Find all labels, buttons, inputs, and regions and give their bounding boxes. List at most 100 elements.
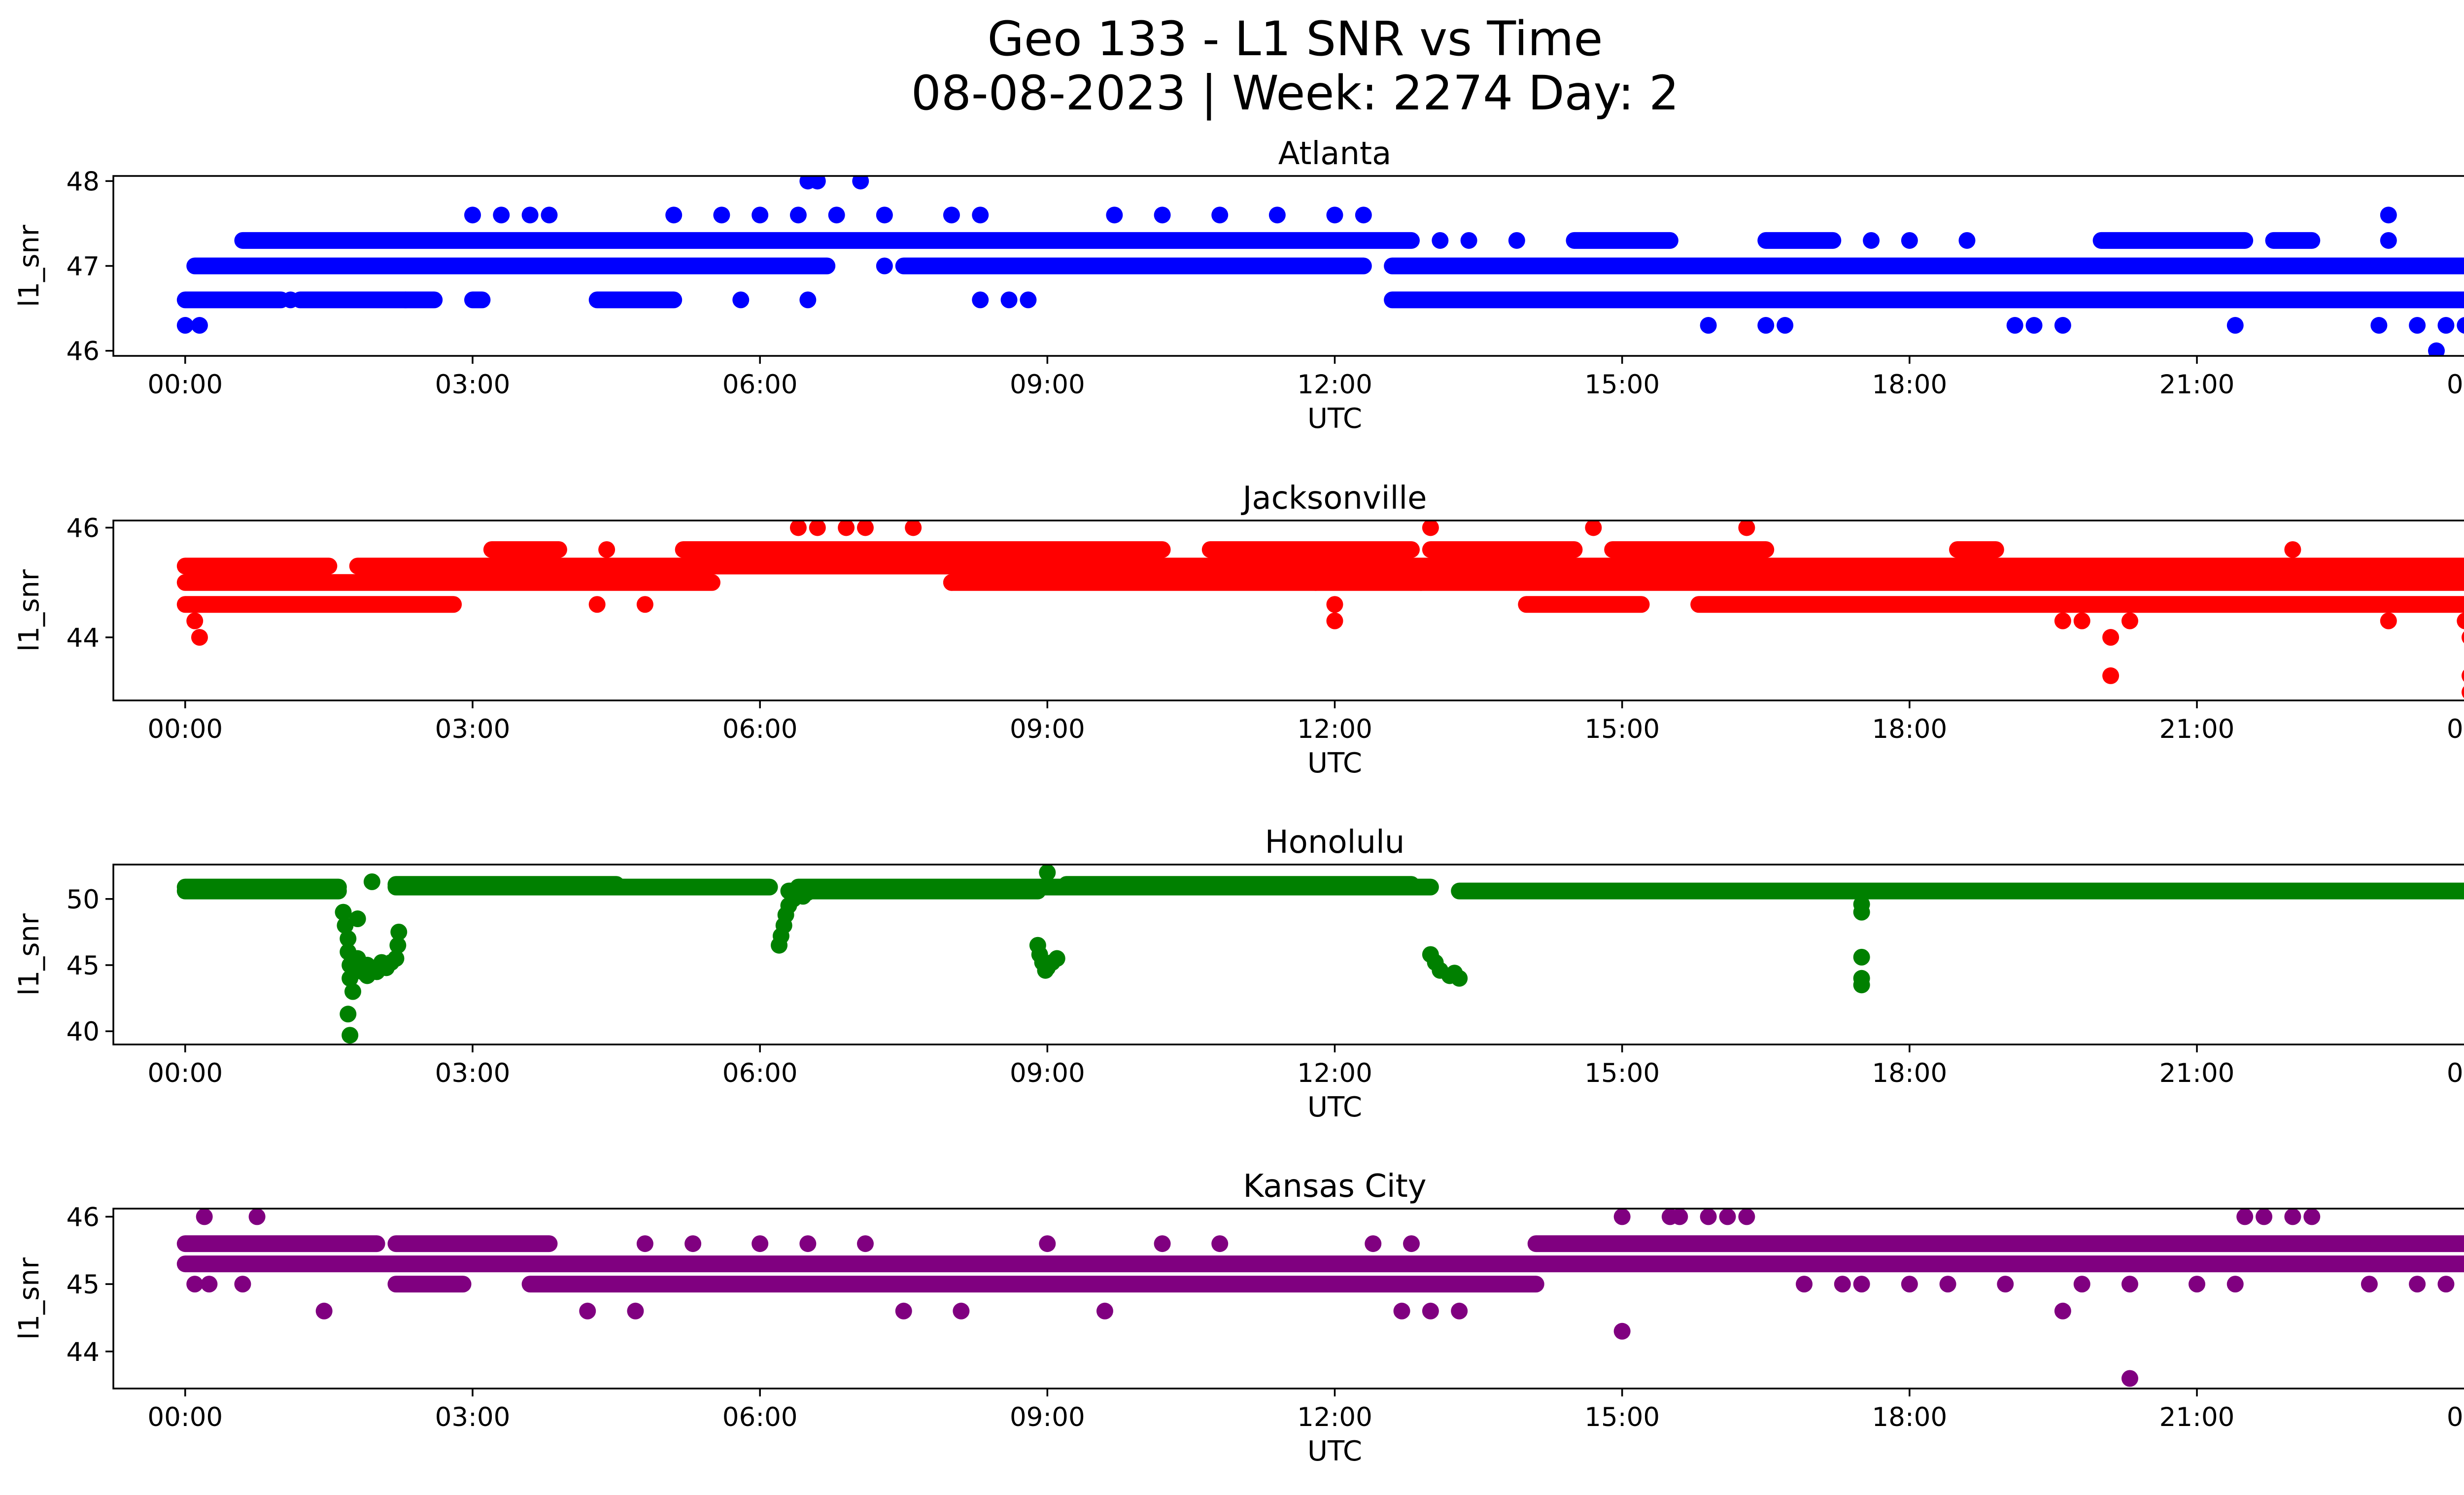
data-point [1738,521,1755,536]
data-point [943,207,960,224]
data-point [1863,232,1880,249]
figure-title-line1: Geo 133 - L1 SNR vs Time [988,11,1603,67]
data-point [1901,1276,1918,1293]
data-point [2006,317,2023,334]
x-axis-label: UTC [1307,747,1362,779]
data-point [1853,1276,1870,1293]
series-points [176,865,2464,1044]
x-tick-label: 09:00 [1010,370,1085,400]
data-point [1326,612,1343,629]
data-point [1048,950,1065,967]
data-point [2054,317,2071,334]
x-tick-label: 15:00 [1584,714,1660,744]
data-point [2437,1276,2455,1293]
data-point [1326,207,1343,224]
data-point [1355,207,1372,224]
data-point [2121,1370,2138,1387]
data-point [1412,574,1430,591]
data-point [2380,612,2397,629]
data-point [809,521,826,536]
panel-title: Honolulu [1265,824,1405,861]
data-point [1777,317,1794,334]
data-point [665,207,683,224]
x-tick-label: 12:00 [1297,370,1372,400]
data-point [1393,1302,1410,1320]
data-point [186,612,204,629]
data-point [972,291,989,309]
data-point [1796,1276,1813,1293]
data-point [1211,207,1229,224]
data-point [627,1302,644,1320]
x-tick-label: 21:00 [2159,1402,2235,1432]
data-point [1020,291,1037,309]
x-tick-label: 06:00 [722,1058,798,1088]
figure-title-line2: 08-08-2023 | Week: 2274 Day: 2 [911,66,1679,121]
y-tick-label: 40 [67,1017,100,1047]
data-point [342,1027,359,1044]
data-point [340,930,357,947]
data-point [1613,1322,1631,1340]
panel-kansas-city: Kansas City 00:00 03:00 06:00 09:00 12:00 15:0… [13,1168,2464,1467]
panel-title: Atlanta [1278,136,1392,172]
data-point [2462,631,2464,644]
data-point [2428,342,2445,356]
y-tick-label: 46 [67,1202,100,1232]
data-point [636,1235,653,1252]
y-axis-label: l1_snr [13,569,45,652]
data-point [799,1235,817,1252]
data-point [2380,232,2397,249]
data-point [363,873,380,890]
data-point [191,317,208,334]
panel-title: Kansas City [1243,1168,1426,1205]
data-point [732,291,750,309]
data-point [2226,317,2244,334]
data-point [1365,1235,1382,1252]
x-tick-label: 03:00 [435,1402,511,1432]
data-point [1211,1235,1229,1252]
data-point [856,521,874,536]
data-point [2409,317,2426,334]
data-point [1853,976,1870,994]
data-point [1268,207,1286,224]
x-tick-label: 21:00 [2159,1058,2235,1088]
x-tick-label: 15:00 [1584,370,1660,400]
data-point [1719,1209,1736,1225]
x-tick-label: 18:00 [1872,714,1947,744]
data-point [895,1302,912,1320]
data-point [838,521,855,536]
x-tick-label: 09:00 [1010,714,1085,744]
y-tick-label: 45 [67,1270,100,1300]
data-point [337,917,354,934]
data-point [1585,521,1602,536]
data-point [1451,1302,1468,1320]
data-point [344,983,361,1000]
data-point [2121,1276,2138,1293]
x-axis-label: UTC [1307,1091,1362,1123]
data-point [789,521,807,536]
data-point [186,1276,204,1293]
data-point [2121,612,2138,629]
data-point [340,1006,357,1023]
x-tick-label: 00:00 [2447,370,2464,400]
data-point [1671,1209,1688,1225]
x-tick-label: 06:00 [722,370,798,400]
data-point [684,1235,702,1252]
data-point [2284,541,2301,558]
x-tick-label: 03:00 [435,714,511,744]
data-point [2189,1276,2206,1293]
data-point [2409,1276,2426,1293]
data-point [234,1276,251,1293]
data-point [1106,207,1123,224]
data-point [1326,596,1343,613]
x-tick-label: 00:00 [147,370,223,400]
data-point [349,910,366,928]
data-point [1154,1235,1171,1252]
data-point [1757,317,1775,334]
data-point [636,596,653,613]
data-point [953,1302,970,1320]
data-point [2462,686,2464,698]
y-tick-label: 50 [67,885,100,915]
data-point [397,291,414,309]
data-point [2025,317,2043,334]
series-points [176,176,2464,356]
